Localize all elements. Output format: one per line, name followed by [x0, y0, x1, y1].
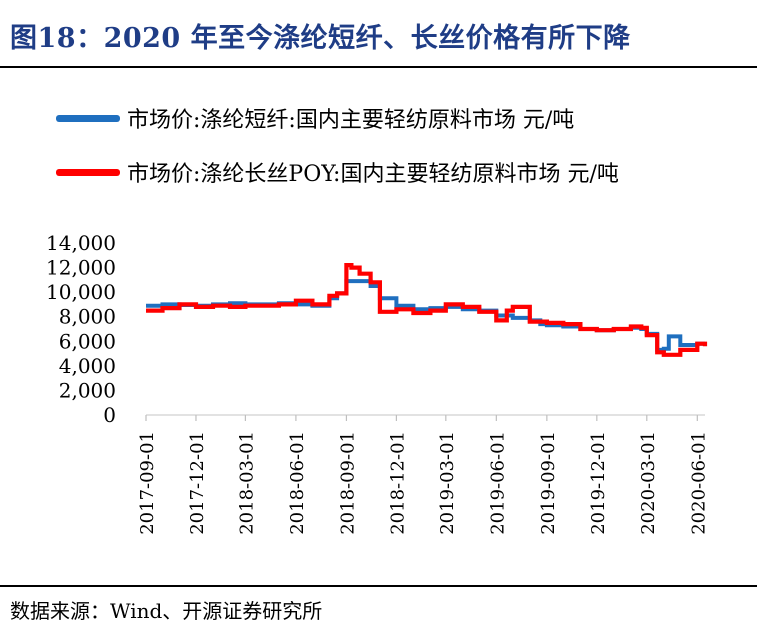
x-tick-label: 2018-12-01 — [387, 431, 408, 535]
x-tick-label: 2018-06-01 — [287, 431, 308, 535]
y-tick-label: 6,000 — [59, 329, 116, 353]
x-tick-label: 2019-06-01 — [487, 431, 508, 535]
series-line-poy-filament — [146, 263, 708, 357]
y-tick-label: 2,000 — [59, 378, 116, 402]
y-tick-label: 8,000 — [59, 305, 116, 329]
y-tick-label: 0 — [103, 403, 116, 427]
series-line-staple-fiber — [146, 279, 707, 352]
x-tick-label: 2018-09-01 — [337, 431, 358, 535]
x-tick-label: 2017-09-01 — [137, 431, 158, 535]
x-tick-label: 2017-12-01 — [187, 431, 208, 535]
legend-swatch-staple-fiber — [56, 115, 120, 122]
x-tick-label: 2019-03-01 — [437, 431, 458, 535]
chart-series — [146, 263, 708, 357]
top-divider — [0, 66, 757, 68]
x-tick-label: 2020-03-01 — [638, 431, 659, 535]
legend-label-staple-fiber: 市场价:涤纶短纤:国内主要轻纺原料市场 元/吨 — [127, 108, 575, 133]
y-tick-label: 4,000 — [59, 354, 116, 378]
x-tick-label: 2018-03-01 — [236, 431, 257, 535]
x-tick-label: 2020-06-01 — [688, 431, 709, 535]
legend-swatch-poy-filament — [56, 169, 120, 176]
data-source-note: 数据来源：Wind、开源证券研究所 — [10, 599, 323, 623]
bottom-divider — [0, 585, 757, 587]
x-tick-label: 2019-12-01 — [588, 431, 609, 535]
y-tick-label: 14,000 — [46, 231, 116, 255]
x-tick-label: 2019-09-01 — [538, 431, 559, 535]
legend-label-poy-filament: 市场价:涤纶长丝POY:国内主要轻纺原料市场 元/吨 — [127, 162, 619, 187]
y-tick-label: 12,000 — [46, 256, 116, 280]
figure-title: 图18：2020 年至今涤纶短纤、长丝价格有所下降 — [10, 23, 631, 54]
y-tick-label: 10,000 — [46, 280, 116, 304]
